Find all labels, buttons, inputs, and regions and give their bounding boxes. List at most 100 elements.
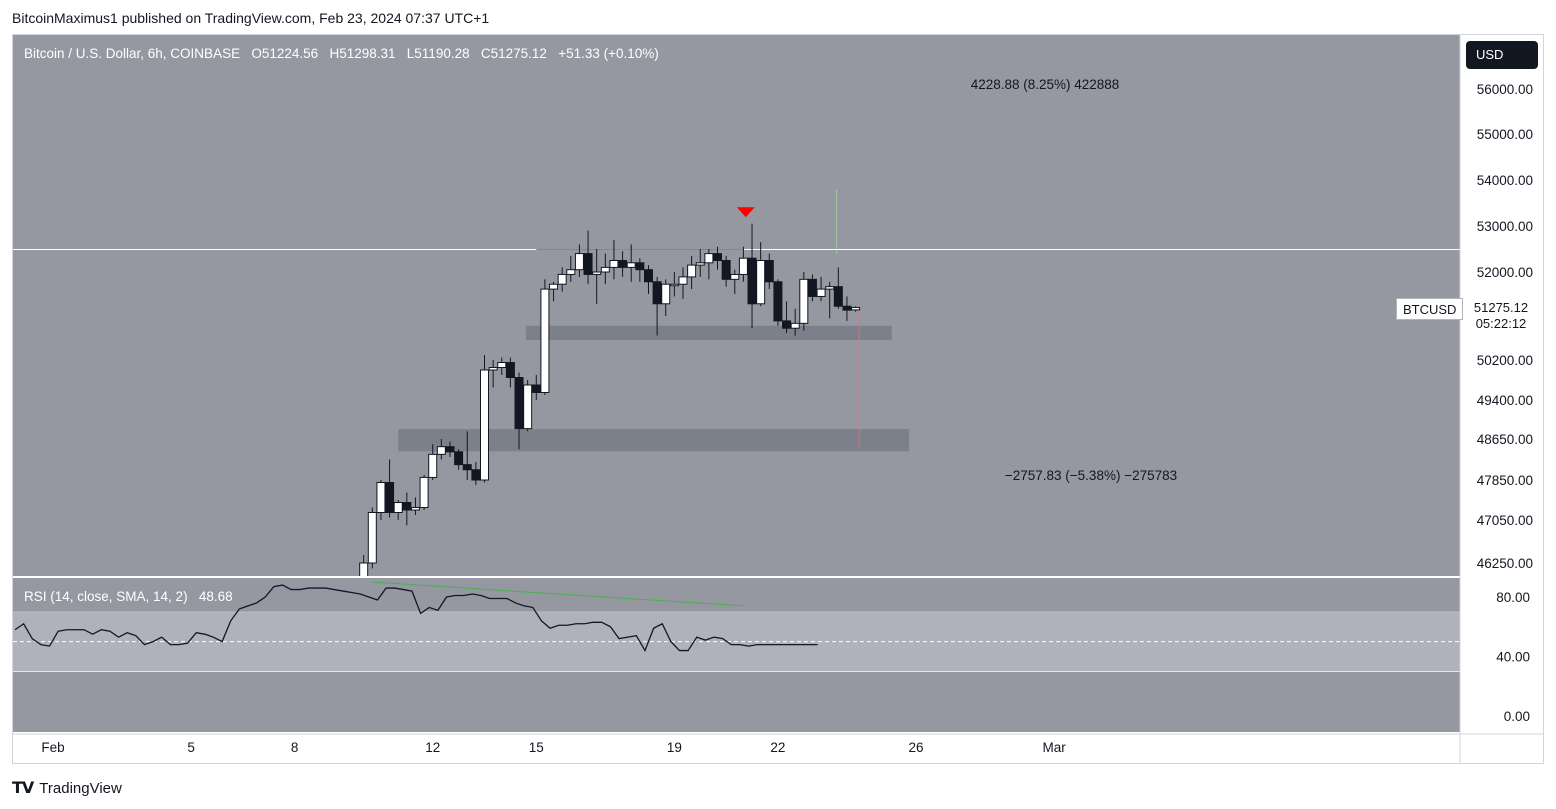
currency-button[interactable]: USD	[1466, 41, 1538, 69]
ohlc-legend: Bitcoin / U.S. Dollar, 6h, COINBASE O512…	[24, 46, 659, 61]
time-tick-label: 15	[529, 740, 544, 755]
candle-body-5	[402, 502, 412, 511]
candle-body-16	[497, 362, 507, 368]
tradingview-logo-icon: 𝗧𝗩	[12, 780, 34, 797]
candle-body-33	[643, 269, 653, 283]
time-axis-bg	[13, 734, 1543, 763]
candle-body-32	[635, 262, 645, 271]
bearish-signal-icon	[736, 207, 755, 218]
rsi-line	[14, 584, 818, 653]
candle-body-7	[419, 476, 429, 508]
candle-body-57	[851, 306, 861, 311]
candle-body-49	[782, 320, 792, 329]
footer: 𝗧𝗩 TradingView	[12, 778, 122, 798]
rsi-divergence-line	[372, 581, 744, 607]
candle-body-1	[367, 512, 377, 564]
price-tick-label: 53000.00	[1477, 219, 1533, 234]
candle-body-17	[505, 362, 515, 378]
candle-body-51	[799, 278, 809, 324]
rsi-legend-label: RSI (14, close, SMA, 14, 2)	[24, 589, 188, 604]
price-pane	[13, 35, 1460, 582]
candle-body-54	[825, 286, 835, 290]
axes: 56000.00 55000.00 54000.00 53000.00 52000.00…	[13, 35, 1543, 763]
price-tick-label: 46250.00	[1477, 556, 1533, 571]
candle-body-30	[618, 260, 628, 268]
candle-body-39	[695, 262, 705, 266]
bar-countdown: 05:22:12	[1475, 316, 1527, 331]
candle-body-0	[359, 562, 369, 579]
candle-body-53	[816, 288, 826, 297]
price-tick-label: 54000.00	[1477, 173, 1533, 188]
rsi-pane	[13, 578, 1460, 732]
time-tick-label: Mar	[1042, 740, 1066, 755]
candle-body-10	[445, 446, 455, 453]
symbol-price-label: BTCUSD	[1396, 298, 1464, 320]
candle-body-42	[721, 260, 731, 280]
candle-body-56	[842, 305, 852, 311]
rsi-tick-label: 40.00	[1496, 650, 1530, 665]
price-tick-label: 55000.00	[1477, 127, 1533, 142]
time-tick-label: 26	[908, 740, 923, 755]
price-pane-bg	[13, 35, 1460, 576]
price-axis-bg	[1460, 35, 1543, 732]
candle-body-35	[661, 283, 671, 305]
last-price-badge: 51275.12 05:22:12	[1463, 297, 1539, 337]
candle-body-27	[592, 271, 602, 275]
price-tick-label: 50200.00	[1477, 353, 1533, 368]
candle-body-45	[747, 257, 757, 305]
candle-body-20	[531, 384, 541, 393]
candle-body-38	[687, 264, 697, 278]
legend-close-label: C	[480, 46, 491, 61]
time-tick-label: Feb	[41, 740, 64, 755]
candle-body-4	[393, 502, 403, 513]
candle-body-28	[600, 266, 610, 273]
candle-body-37	[678, 276, 688, 285]
candle-body-44	[738, 257, 748, 275]
price-tick-label: 48650.00	[1477, 432, 1533, 447]
candle-body-8	[428, 453, 438, 478]
rsi-legend: RSI (14, close, SMA, 14, 2) 48.68	[24, 589, 233, 604]
time-tick-label: 19	[667, 740, 682, 755]
candle-body-29	[609, 260, 619, 268]
candle-body-6	[410, 507, 420, 511]
candle-body-26	[583, 253, 593, 275]
footer-brand: TradingView	[39, 779, 122, 797]
price-tick-label: 49400.00	[1477, 393, 1533, 408]
price-tick-label: 47050.00	[1477, 513, 1533, 528]
candle-body-23	[557, 273, 567, 285]
legend-high: 51298.31	[339, 46, 396, 61]
legend-change: +51.33 (+0.10%)	[558, 46, 659, 61]
last-price-value: 51275.12	[1473, 300, 1529, 315]
candle-body-19	[523, 384, 533, 430]
legend-high-label: H	[329, 46, 340, 61]
candle-body-22	[549, 283, 559, 290]
candle-body-12	[462, 464, 472, 471]
candle-body-55	[833, 286, 843, 307]
time-tick-label: 12	[425, 740, 440, 755]
time-tick-label: 22	[770, 740, 785, 755]
candle-body-43	[730, 273, 740, 280]
legend-open-label: O	[251, 46, 262, 61]
candle-body-18	[514, 377, 524, 430]
price-tick-label: 52000.00	[1477, 265, 1533, 280]
candle-body-41	[713, 253, 723, 262]
rsi-tick-label: 80.00	[1496, 590, 1530, 605]
candle-body-25	[574, 253, 584, 271]
candle-body-15	[488, 367, 498, 371]
candle-body-48	[773, 281, 783, 322]
publish-header: BitcoinMaximus1 published on TradingView…	[12, 10, 490, 26]
legend-close: 51275.12	[490, 46, 547, 61]
candle-body-47	[764, 260, 774, 283]
rsi-tick-label: 0.00	[1504, 709, 1530, 724]
candle-body-52	[807, 278, 817, 297]
legend-open: 51224.56	[261, 46, 319, 61]
candle-body-14	[480, 369, 489, 481]
candle-body-46	[756, 260, 766, 305]
candle-body-3	[385, 482, 395, 513]
price-tick-label: 56000.00	[1477, 82, 1533, 97]
measure-up-label: 4228.88 (8.25%) 422888	[971, 77, 1120, 92]
candle-body-11	[454, 451, 464, 466]
candle-body-31	[626, 262, 636, 268]
support-zone-2	[398, 429, 910, 452]
